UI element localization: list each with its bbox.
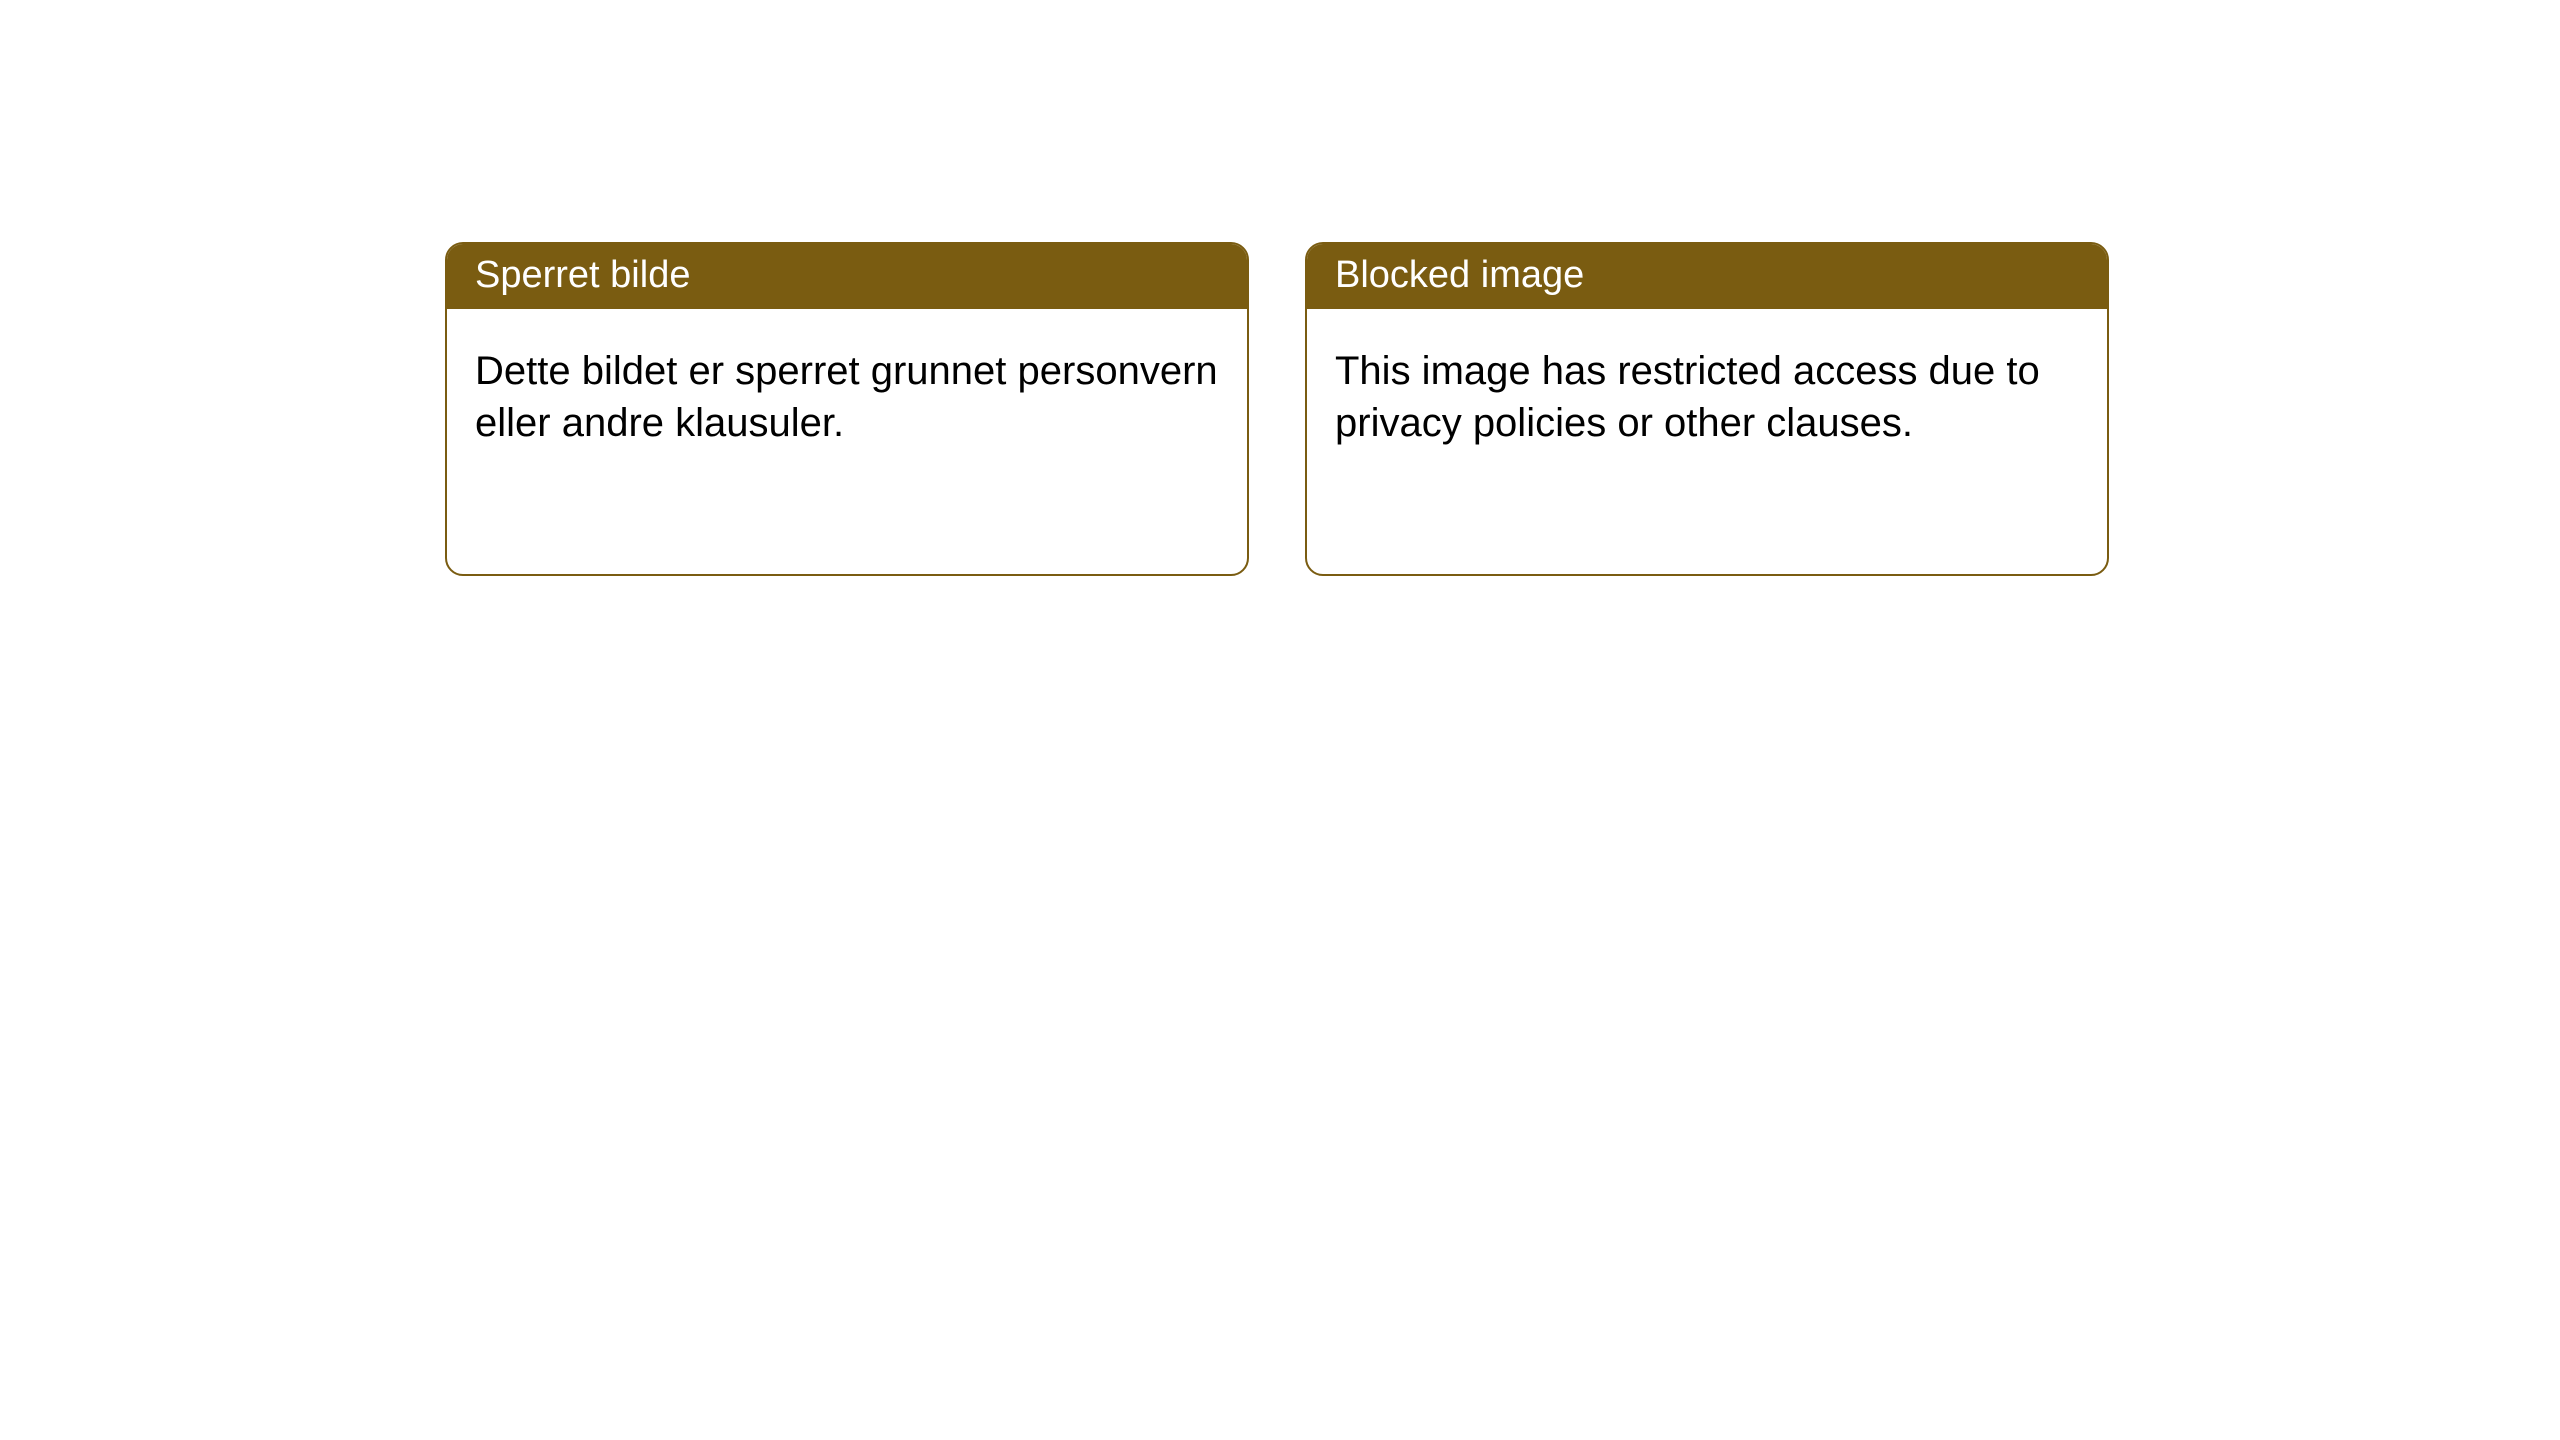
card-body-text: Dette bildet er sperret grunnet personve…: [447, 309, 1247, 485]
card-title: Sperret bilde: [447, 244, 1247, 309]
notice-card-norwegian: Sperret bilde Dette bildet er sperret gr…: [445, 242, 1249, 576]
card-body-text: This image has restricted access due to …: [1307, 309, 2107, 485]
notice-card-english: Blocked image This image has restricted …: [1305, 242, 2109, 576]
notice-cards-container: Sperret bilde Dette bildet er sperret gr…: [0, 0, 2560, 576]
card-title: Blocked image: [1307, 244, 2107, 309]
